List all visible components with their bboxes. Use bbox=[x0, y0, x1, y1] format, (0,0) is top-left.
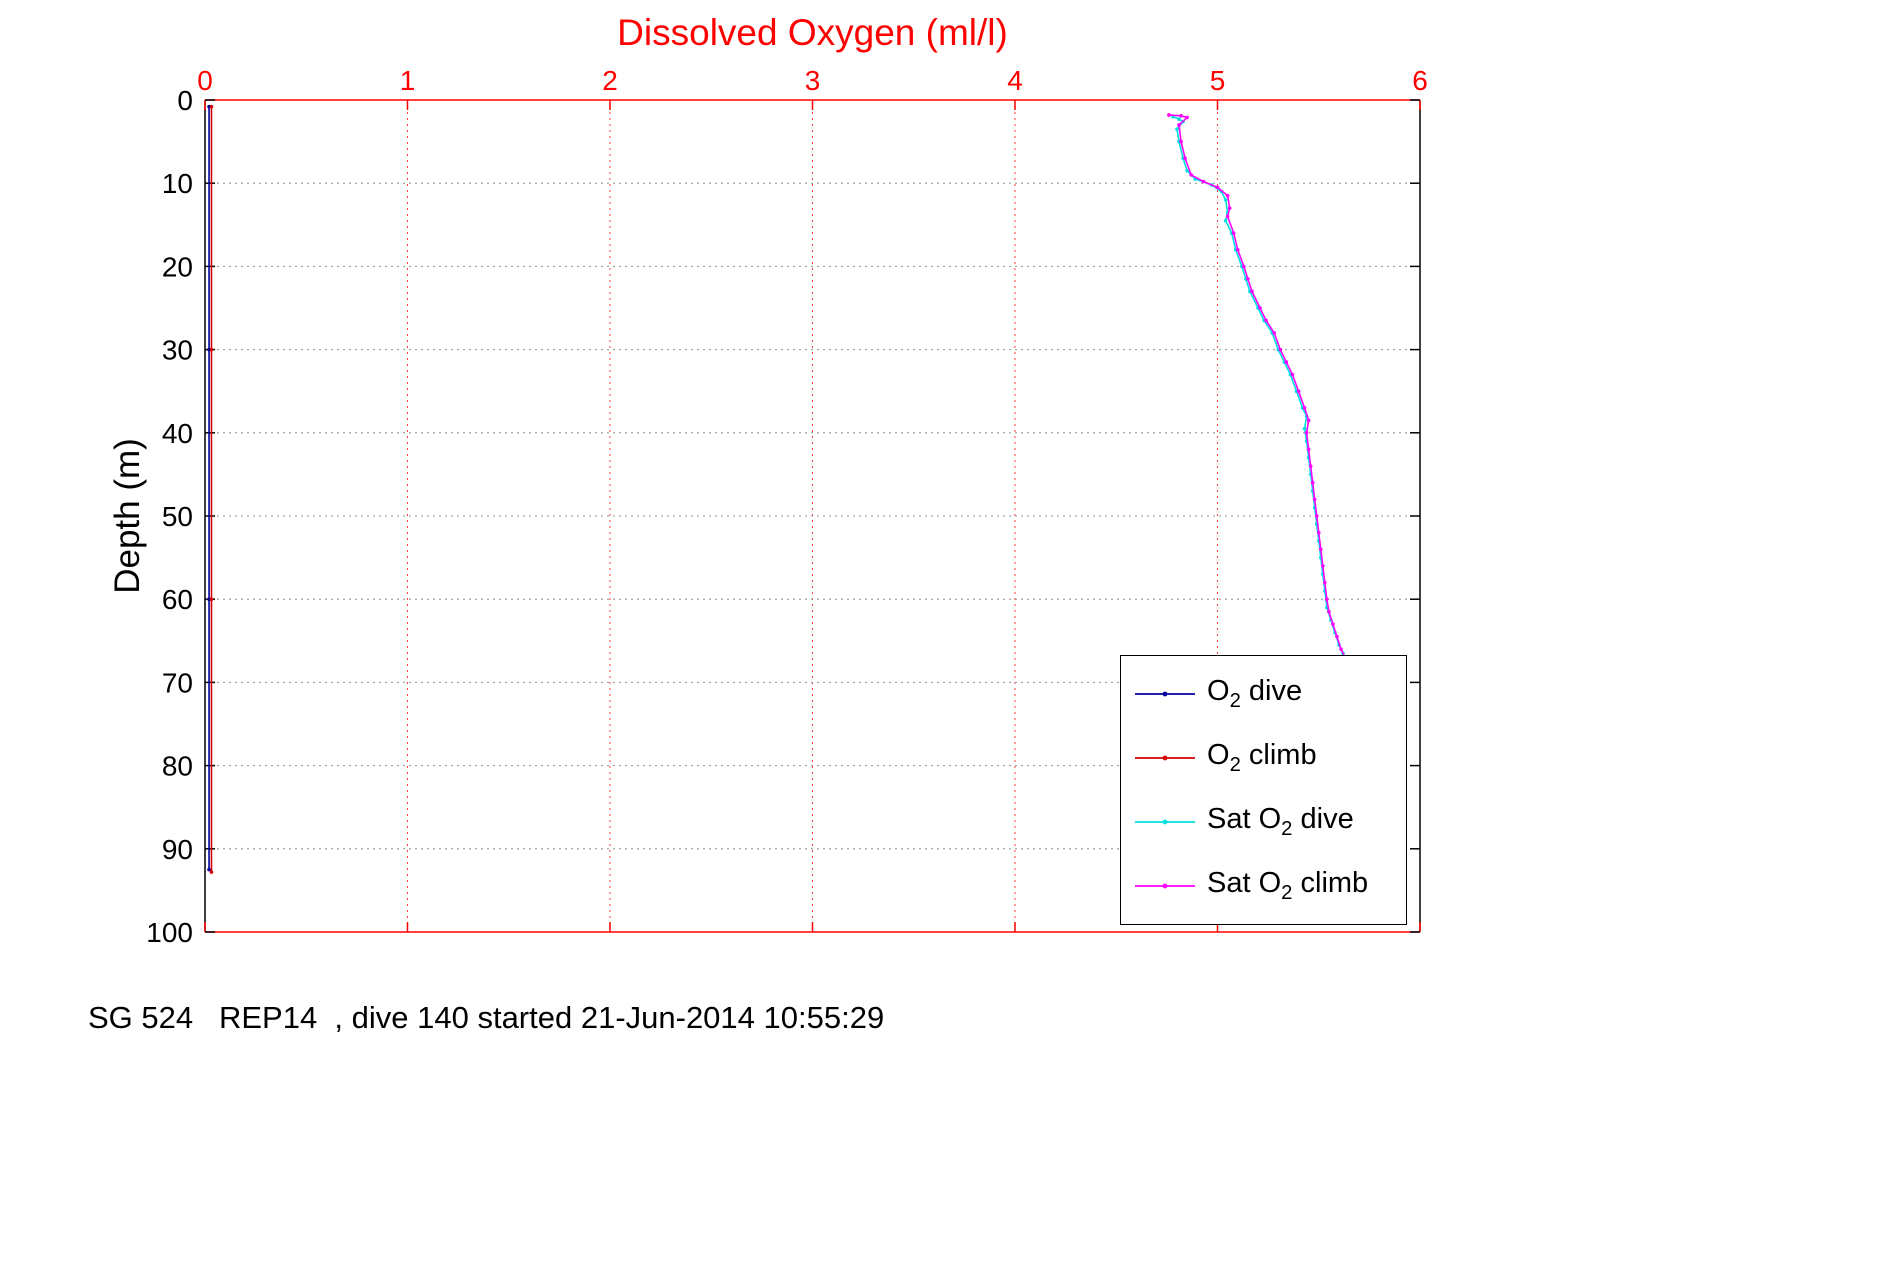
series-marker bbox=[1225, 214, 1230, 219]
series-marker bbox=[1308, 464, 1313, 468]
y-tick-label: 20 bbox=[162, 251, 193, 282]
series-marker bbox=[1318, 547, 1323, 552]
legend-label: Sat O2 dive bbox=[1207, 803, 1354, 840]
x-tick-label: 2 bbox=[602, 65, 618, 96]
y-tick-label: 30 bbox=[162, 335, 193, 366]
series-marker bbox=[1231, 231, 1236, 235]
legend-item-o2-dive: O2 dive bbox=[1121, 675, 1406, 713]
series-marker bbox=[1314, 514, 1319, 518]
series-marker bbox=[1177, 117, 1181, 121]
figure-caption: SG 524 REP14 , dive 140 started 21-Jun-2… bbox=[88, 1000, 885, 1035]
series-marker bbox=[1316, 530, 1321, 535]
series-marker bbox=[1246, 277, 1250, 281]
series-marker bbox=[209, 870, 214, 874]
y-tick-label: 50 bbox=[162, 501, 193, 532]
legend-line-sample bbox=[1135, 819, 1195, 825]
series-marker bbox=[1177, 123, 1181, 127]
series-marker bbox=[1215, 185, 1220, 190]
x-tick-label: 0 bbox=[197, 65, 213, 96]
series-marker bbox=[1302, 406, 1307, 410]
series-marker bbox=[207, 867, 211, 872]
series-marker bbox=[1264, 318, 1268, 323]
x-tick-label: 6 bbox=[1412, 65, 1428, 96]
series-marker bbox=[1250, 289, 1254, 294]
series-line-sat-o2-climb bbox=[1168, 114, 1346, 658]
y-tick-label: 0 bbox=[177, 85, 193, 116]
legend-label: O2 dive bbox=[1207, 675, 1303, 712]
series-marker bbox=[1185, 115, 1189, 120]
series-marker bbox=[1339, 647, 1343, 651]
legend-item-sat-o2-dive: Sat O2 dive bbox=[1121, 803, 1406, 841]
legend-item-o2-climb: O2 climb bbox=[1121, 739, 1406, 777]
series-marker bbox=[1302, 426, 1307, 431]
y-tick-label: 10 bbox=[162, 168, 193, 199]
series-marker bbox=[1327, 609, 1331, 614]
series-marker bbox=[1278, 347, 1283, 352]
series-marker bbox=[1258, 306, 1262, 310]
chart-title: Dissolved Oxygen (ml/l) bbox=[617, 12, 1008, 53]
series-marker bbox=[1331, 622, 1335, 626]
series-marker bbox=[1321, 564, 1325, 568]
series-marker bbox=[209, 347, 214, 352]
legend-item-sat-o2-climb: Sat O2 climb bbox=[1121, 867, 1406, 905]
legend-line-sample bbox=[1135, 883, 1195, 889]
series-marker bbox=[1201, 179, 1206, 184]
series-marker bbox=[1335, 634, 1339, 639]
series-marker bbox=[1185, 168, 1189, 173]
x-tick-label: 3 bbox=[805, 65, 821, 96]
series-marker bbox=[1223, 198, 1228, 202]
series-marker bbox=[1304, 431, 1309, 435]
series-marker bbox=[209, 104, 214, 109]
y-tick-label: 70 bbox=[162, 667, 193, 698]
series-marker bbox=[1272, 331, 1276, 335]
series-marker bbox=[1179, 139, 1183, 144]
series-marker bbox=[1179, 114, 1183, 118]
legend-line-sample bbox=[1135, 755, 1195, 761]
series-marker bbox=[1223, 218, 1228, 223]
series-marker bbox=[1325, 597, 1329, 601]
series-marker bbox=[1306, 447, 1311, 452]
y-tick-label: 100 bbox=[146, 917, 193, 948]
series-marker bbox=[1290, 372, 1295, 377]
series-marker bbox=[1306, 418, 1311, 423]
series-marker bbox=[1310, 480, 1315, 485]
series-marker bbox=[1323, 580, 1327, 585]
series-marker bbox=[1225, 193, 1230, 198]
legend-label: Sat O2 climb bbox=[1207, 867, 1369, 904]
x-tick-label: 5 bbox=[1210, 65, 1226, 96]
x-tick-label: 4 bbox=[1007, 65, 1023, 96]
series-marker bbox=[1189, 173, 1193, 177]
legend-label: O2 climb bbox=[1207, 739, 1317, 776]
legend-line-sample bbox=[1135, 691, 1195, 697]
series-marker bbox=[1296, 389, 1301, 394]
series-line-sat-o2-dive bbox=[1172, 115, 1344, 654]
y-tick-label: 60 bbox=[162, 584, 193, 615]
series-marker bbox=[209, 597, 214, 601]
series-marker bbox=[1227, 206, 1232, 210]
y-tick-label: 40 bbox=[162, 418, 193, 449]
x-tick-label: 1 bbox=[400, 65, 416, 96]
series-marker bbox=[1183, 156, 1187, 161]
y-tick-label: 90 bbox=[162, 834, 193, 865]
series-marker bbox=[1284, 360, 1289, 364]
series-marker bbox=[1175, 127, 1179, 131]
series-marker bbox=[1167, 113, 1171, 117]
legend: O2 dive O2 climb Sat O2 dive Sat O2 climb bbox=[1120, 655, 1407, 925]
series-marker bbox=[1312, 497, 1317, 502]
series-marker bbox=[1242, 264, 1246, 269]
y-tick-label: 80 bbox=[162, 751, 193, 782]
series-marker bbox=[1235, 247, 1240, 252]
